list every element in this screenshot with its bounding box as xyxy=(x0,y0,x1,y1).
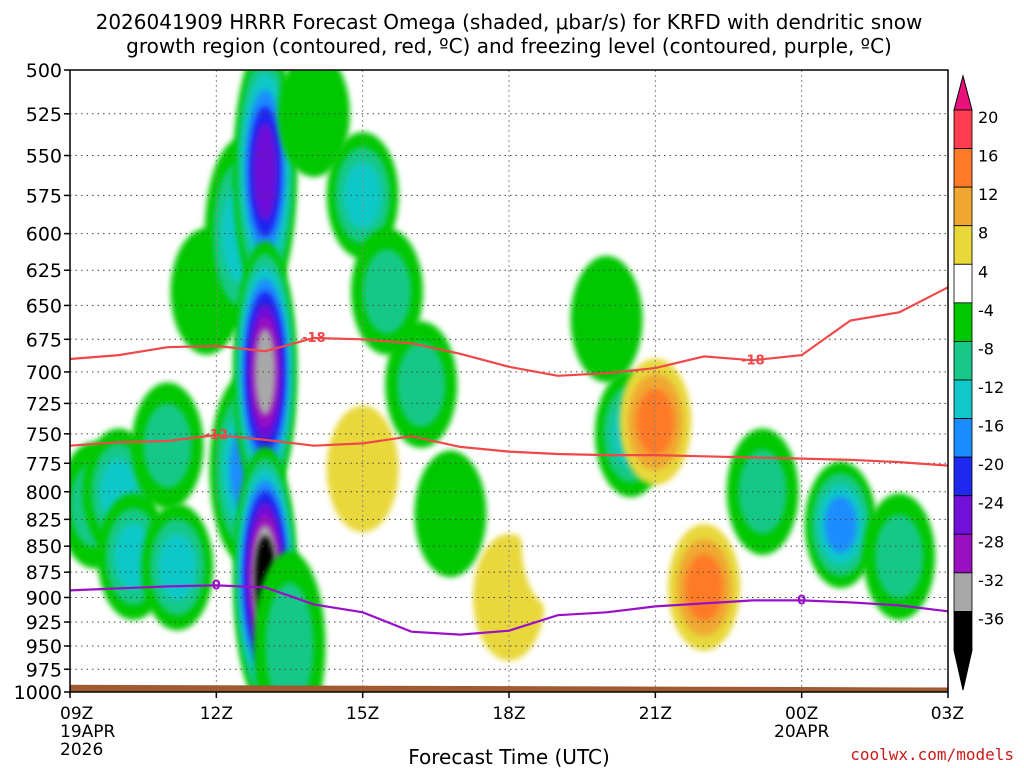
colorbar-segment-11 xyxy=(953,533,973,574)
colorbar-segment-4 xyxy=(953,263,973,304)
omega-cell-26-band-1 xyxy=(875,514,924,599)
omega-cell-11-band-1 xyxy=(265,582,314,692)
colorbar-segment-9 xyxy=(953,456,973,497)
colorbar-label-11: -28 xyxy=(978,532,1004,551)
colorbar-label-3: 8 xyxy=(978,224,988,243)
colorbar-segment-3 xyxy=(953,225,973,265)
y-tick-label-925: 925 xyxy=(26,612,62,634)
colorbar-label-4: 4 xyxy=(978,262,988,281)
x-tick-label-15Z: 15Z xyxy=(346,704,379,724)
isotherm-label--18-0: -18 xyxy=(302,331,326,346)
y-tick-label-575: 575 xyxy=(26,185,62,207)
colorbar-segment-8 xyxy=(953,418,973,458)
colorbar-label-9: -20 xyxy=(978,455,1004,474)
isotherm-line-0 xyxy=(70,584,948,636)
y-tick-label-525: 525 xyxy=(26,104,62,126)
y-tick-label-975: 975 xyxy=(26,659,62,681)
y-tick-label-950: 950 xyxy=(26,636,62,658)
omega-cell-15-band-0 xyxy=(326,405,399,533)
isotherm-line--12 xyxy=(70,433,948,467)
colorbar-segment-5 xyxy=(953,302,973,342)
omega-cell-16-band-1 xyxy=(397,342,446,427)
y-tick-label-550: 550 xyxy=(26,146,62,168)
omega-cell-14-band-1 xyxy=(363,249,412,334)
colorbar-segment-7 xyxy=(953,379,973,419)
isotherm-label--18-1: -18 xyxy=(741,353,765,368)
y-tick-label-700: 700 xyxy=(26,362,62,384)
y-tick-label-725: 725 xyxy=(26,393,62,415)
chart-title-line1: 2026041909 HRRR Forecast Omega (shaded, … xyxy=(96,10,923,34)
y-tick-label-625: 625 xyxy=(26,260,62,282)
x-tick-label-09Z: 09Z xyxy=(60,704,93,724)
omega-cell-25-band-3 xyxy=(824,496,857,553)
y-tick-label-875: 875 xyxy=(26,562,62,584)
colorbar-segment-1 xyxy=(953,148,973,188)
y-tick-label-500: 500 xyxy=(26,60,62,82)
isotherm-label-0-1: 0 xyxy=(797,593,806,608)
colorbar-label-10: -24 xyxy=(978,494,1004,513)
colorbar-segment-0 xyxy=(953,109,973,149)
colorbar-label-12: -32 xyxy=(978,571,1004,590)
isotherm-label-0-0: 0 xyxy=(212,578,221,593)
y-tick-label-650: 650 xyxy=(26,295,62,317)
colorbar-segment-6 xyxy=(953,341,973,381)
colorbar-bottom-triangle xyxy=(953,649,973,691)
colorbar-label-7: -12 xyxy=(978,378,1004,397)
colorbar: 20 16 12 8 4 -4 -8 -12 -16 -20 -24 -28 -32 -36 xyxy=(953,74,1004,691)
y-tick-label-750: 750 xyxy=(26,424,62,446)
colorbar-segment-12 xyxy=(953,572,973,612)
omega-cell-3-band-1 xyxy=(143,403,192,488)
omega-cell-24-band-1 xyxy=(738,449,787,535)
omega-cell-20-band-0 xyxy=(570,255,643,383)
omega-cell-12-band-0 xyxy=(277,70,350,178)
grid-lines xyxy=(70,70,948,692)
colorbar-segment-2 xyxy=(953,186,973,227)
x-axis-label: Forecast Time (UTC) xyxy=(408,745,610,768)
colorbar-segment-13 xyxy=(953,611,973,651)
colorbar-segment-10 xyxy=(953,495,973,535)
x-date-label-09Z: 19APR xyxy=(60,722,116,742)
y-tick-label-675: 675 xyxy=(26,329,62,351)
colorbar-label-0: 20 xyxy=(978,108,998,127)
isotherm-contours: -18 -18 -12 0 0 xyxy=(70,286,948,636)
isotherm-label--12-0: -12 xyxy=(205,428,229,443)
x-tick-label-18Z: 18Z xyxy=(492,704,525,724)
omega-cell-23-band-2 xyxy=(685,554,723,621)
y-axis: 500 525 550 575 600 625 650 675 700 725 750 775 800 8… xyxy=(14,60,70,704)
x-date-label-00Z: 20APR xyxy=(774,722,830,742)
x-year-label-09Z: 2026 xyxy=(60,740,103,760)
x-tick-label-21Z: 21Z xyxy=(639,704,672,724)
colorbar-label-2: 12 xyxy=(978,185,998,204)
omega-cell-8-band-5 xyxy=(253,122,278,221)
isotherm-line--18 xyxy=(70,286,948,377)
colorbar-top-triangle xyxy=(953,74,973,111)
colorbar-label-13: -36 xyxy=(978,609,1004,628)
colorbar-label-6: -8 xyxy=(978,339,994,358)
colorbar-label-5: -4 xyxy=(978,301,994,320)
y-tick-label-800: 800 xyxy=(26,482,62,504)
y-tick-label-850: 850 xyxy=(26,536,62,558)
y-tick-label-775: 775 xyxy=(26,453,62,475)
y-tick-label-1000: 1000 xyxy=(14,682,62,704)
x-tick-label-12Z: 12Z xyxy=(200,704,233,724)
omega-cell-19-band-0 xyxy=(521,482,594,610)
x-tick-label-03Z: 03Z xyxy=(931,704,964,724)
colorbar-label-8: -16 xyxy=(978,417,1004,436)
y-tick-label-900: 900 xyxy=(26,587,62,609)
y-tick-label-600: 600 xyxy=(26,224,62,246)
credit-text: coolwx.com/models xyxy=(850,745,1014,764)
omega-cell-4-band-2 xyxy=(158,533,197,601)
x-tick-label-00Z: 00Z xyxy=(785,704,818,724)
colorbar-label-1: 16 xyxy=(978,147,998,166)
chart-title-line2: growth region (contoured, red, ºC) and f… xyxy=(126,34,892,58)
y-tick-label-825: 825 xyxy=(26,509,62,531)
ground-layer xyxy=(70,684,948,692)
omega-cell-17-band-0 xyxy=(414,450,487,578)
ground-terrain xyxy=(70,684,948,692)
